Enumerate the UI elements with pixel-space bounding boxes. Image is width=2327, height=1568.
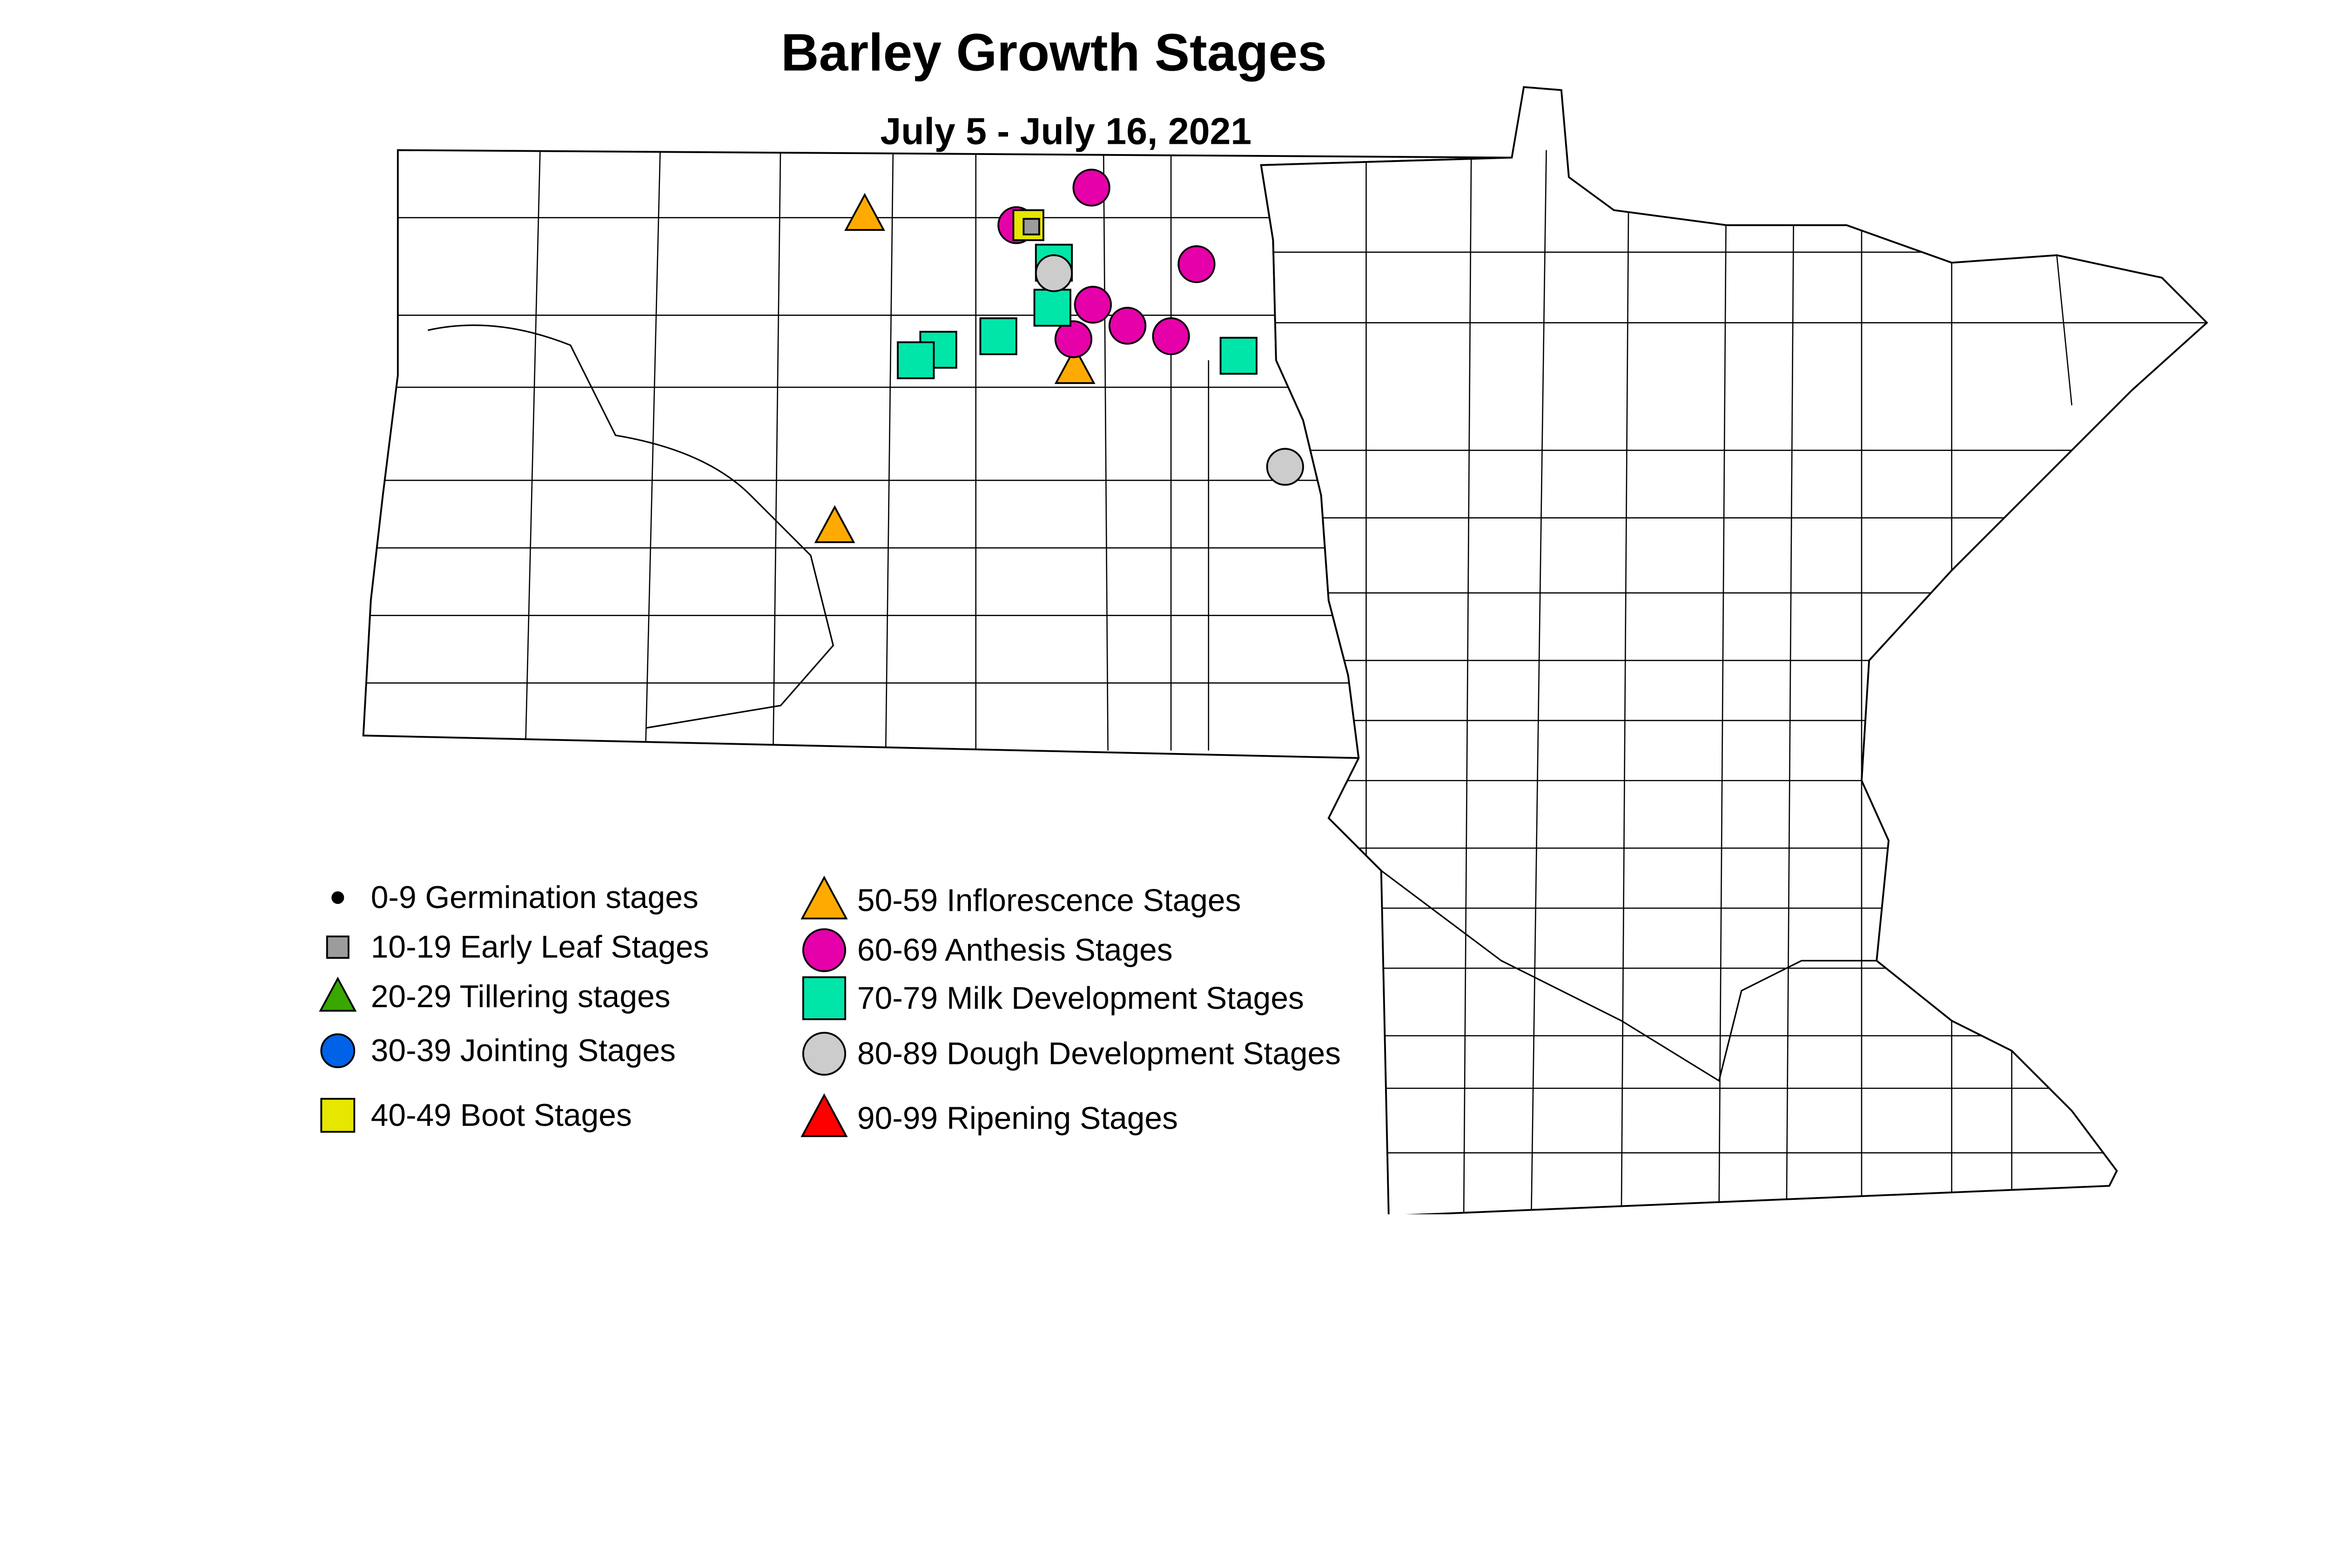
milk-marker: [1219, 336, 1258, 375]
anthesis-marker: [1108, 307, 1147, 345]
ripening-legend-symbol: [800, 1093, 848, 1137]
anthesis-marker: [1074, 286, 1112, 324]
inflorescence-legend-symbol: [800, 875, 848, 920]
milk-marker: [1033, 289, 1071, 327]
jointing-legend-symbol: [320, 1033, 356, 1069]
boot-legend-symbol: [320, 1097, 356, 1133]
map-title: Barley Growth Stages: [781, 23, 1327, 82]
anthesis-marker: [1152, 317, 1190, 356]
early-leaf-legend-symbol: [326, 935, 350, 959]
early-leaf-marker: [1022, 218, 1040, 236]
map-subtitle: July 5 - July 16, 2021: [880, 111, 1251, 153]
legend-label: 10-19 Early Leaf Stages: [371, 930, 709, 965]
legend-label: 50-59 Inflorescence Stages: [857, 883, 1241, 918]
observation-markers: [814, 168, 1304, 543]
anthesis-legend-symbol: [802, 928, 847, 972]
inflorescence-marker: [1054, 346, 1096, 384]
dough-marker: [1035, 254, 1073, 292]
milk-legend-symbol: [802, 976, 847, 1020]
dough-marker: [1266, 448, 1304, 486]
inflorescence-marker: [844, 193, 885, 231]
germination-legend-symbol: [331, 891, 344, 904]
minnesota: [1260, 86, 2208, 1215]
legend-label: 80-89 Dough Development Stages: [857, 1036, 1341, 1071]
anthesis-marker: [1072, 168, 1110, 207]
legend-label: 60-69 Anthesis Stages: [857, 933, 1173, 968]
legend-label: 30-39 Jointing Stages: [371, 1033, 676, 1068]
anthesis-marker: [1177, 245, 1216, 283]
legend-label: 70-79 Milk Development Stages: [857, 981, 1304, 1016]
north-dakota: [362, 149, 1512, 759]
barley-growth-stage-map: Barley Growth Stages July 5 - July 16, 2…: [319, 23, 2208, 1215]
legend: 0-9 Germination stages 10-19 Early Leaf S…: [319, 875, 1341, 1137]
anthesis-marker: [1054, 320, 1093, 358]
legend-label: 20-29 Tillering stages: [371, 979, 671, 1014]
legend-label: 40-49 Boot Stages: [371, 1098, 632, 1133]
legend-label: 0-9 Germination stages: [371, 880, 699, 915]
dough-legend-symbol: [802, 1032, 847, 1076]
legend-label: 90-99 Ripening Stages: [857, 1101, 1178, 1136]
milk-marker: [897, 341, 935, 379]
inflorescence-marker: [814, 505, 855, 543]
tillering-legend-symbol: [319, 976, 357, 1012]
milk-marker: [979, 317, 1017, 356]
